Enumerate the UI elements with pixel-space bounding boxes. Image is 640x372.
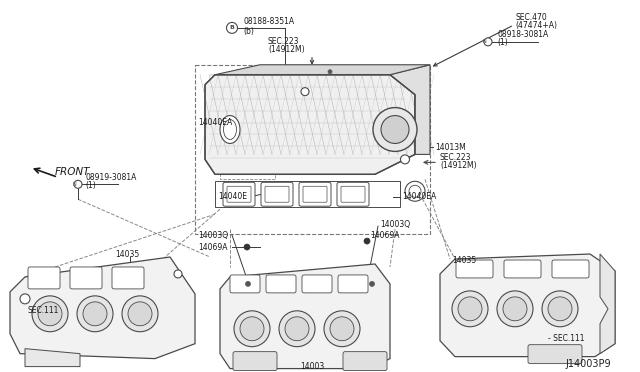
Text: 14035: 14035 xyxy=(452,257,476,266)
Circle shape xyxy=(32,296,68,332)
Text: FRONT: FRONT xyxy=(55,167,90,177)
Text: (1): (1) xyxy=(85,181,96,190)
Circle shape xyxy=(458,297,482,321)
Polygon shape xyxy=(205,75,415,174)
Circle shape xyxy=(244,244,250,250)
Circle shape xyxy=(497,291,533,327)
FancyBboxPatch shape xyxy=(28,267,60,289)
Text: SEC.111: SEC.111 xyxy=(28,306,60,315)
Circle shape xyxy=(503,297,527,321)
Circle shape xyxy=(328,70,332,74)
Polygon shape xyxy=(390,65,430,154)
Text: (14912M): (14912M) xyxy=(268,45,305,54)
Polygon shape xyxy=(600,254,615,354)
Circle shape xyxy=(364,238,370,244)
Text: 14003Q: 14003Q xyxy=(380,219,410,229)
Text: 14040EA: 14040EA xyxy=(402,192,436,201)
Text: SEC.223: SEC.223 xyxy=(268,37,300,46)
Circle shape xyxy=(324,311,360,347)
Circle shape xyxy=(452,291,488,327)
FancyBboxPatch shape xyxy=(337,182,369,206)
FancyBboxPatch shape xyxy=(266,275,296,293)
FancyBboxPatch shape xyxy=(504,260,541,278)
Text: (b): (b) xyxy=(243,28,254,36)
Text: 14040E: 14040E xyxy=(218,192,247,201)
Text: 14069A: 14069A xyxy=(370,231,399,240)
Polygon shape xyxy=(10,257,195,359)
Circle shape xyxy=(405,181,425,201)
Circle shape xyxy=(83,302,107,326)
FancyBboxPatch shape xyxy=(299,182,331,206)
Text: SEC.470: SEC.470 xyxy=(515,13,547,22)
Circle shape xyxy=(74,180,82,188)
Text: (14912M): (14912M) xyxy=(440,161,477,170)
Text: SEC.223: SEC.223 xyxy=(440,153,472,162)
Circle shape xyxy=(279,311,315,347)
Circle shape xyxy=(484,38,492,46)
Polygon shape xyxy=(440,254,615,357)
Text: 08919-3081A: 08919-3081A xyxy=(85,173,136,182)
Text: 14013M: 14013M xyxy=(435,143,466,152)
Text: N: N xyxy=(482,39,486,44)
Circle shape xyxy=(301,88,309,96)
Circle shape xyxy=(20,294,30,304)
Circle shape xyxy=(38,302,62,326)
Text: B: B xyxy=(230,25,234,31)
Circle shape xyxy=(373,108,417,151)
Text: - SEC.111: - SEC.111 xyxy=(548,334,584,343)
FancyBboxPatch shape xyxy=(552,260,589,278)
Bar xyxy=(215,181,400,207)
Text: 14040EA: 14040EA xyxy=(198,118,232,127)
FancyBboxPatch shape xyxy=(223,182,255,206)
FancyBboxPatch shape xyxy=(338,275,368,293)
FancyBboxPatch shape xyxy=(112,267,144,289)
Text: 08918-3081A: 08918-3081A xyxy=(497,31,548,39)
Ellipse shape xyxy=(220,116,240,144)
FancyBboxPatch shape xyxy=(261,182,293,206)
Circle shape xyxy=(330,317,354,341)
Text: 14069A: 14069A xyxy=(198,243,227,251)
Circle shape xyxy=(227,22,237,33)
FancyBboxPatch shape xyxy=(233,352,277,371)
Text: 14035: 14035 xyxy=(115,250,140,259)
Polygon shape xyxy=(25,349,80,366)
Text: (1): (1) xyxy=(497,38,508,47)
Circle shape xyxy=(234,311,270,347)
Text: N: N xyxy=(72,182,76,187)
Circle shape xyxy=(77,296,113,332)
Text: (47474+A): (47474+A) xyxy=(515,22,557,31)
Text: J14003P9: J14003P9 xyxy=(565,359,611,369)
Polygon shape xyxy=(220,264,390,369)
Circle shape xyxy=(174,270,182,278)
Text: 14003Q: 14003Q xyxy=(198,231,228,240)
Circle shape xyxy=(128,302,152,326)
Circle shape xyxy=(548,297,572,321)
Bar xyxy=(220,115,275,179)
FancyBboxPatch shape xyxy=(528,345,582,363)
FancyBboxPatch shape xyxy=(302,275,332,293)
FancyBboxPatch shape xyxy=(230,275,260,293)
Circle shape xyxy=(122,296,158,332)
FancyBboxPatch shape xyxy=(70,267,102,289)
Circle shape xyxy=(246,282,250,286)
Circle shape xyxy=(369,282,374,286)
Circle shape xyxy=(542,291,578,327)
FancyBboxPatch shape xyxy=(456,260,493,278)
Circle shape xyxy=(240,317,264,341)
Text: 08188-8351A: 08188-8351A xyxy=(243,17,294,26)
Polygon shape xyxy=(215,65,430,75)
FancyBboxPatch shape xyxy=(343,352,387,371)
Circle shape xyxy=(401,155,410,164)
Text: 14003: 14003 xyxy=(300,362,324,371)
Bar xyxy=(195,65,430,234)
Circle shape xyxy=(381,116,409,144)
Circle shape xyxy=(285,317,309,341)
